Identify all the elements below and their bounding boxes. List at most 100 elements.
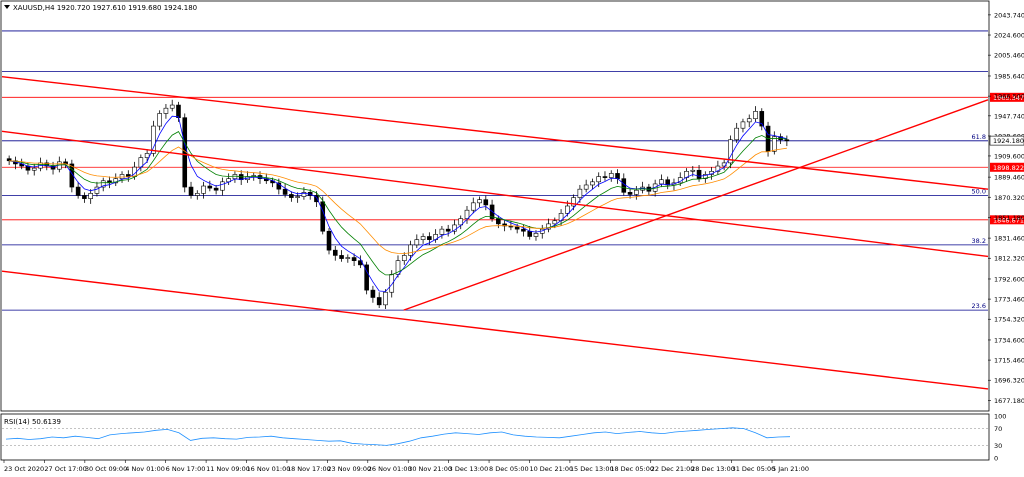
- candle-body: [69, 163, 75, 188]
- candle-body: [753, 111, 758, 120]
- candle-body: [533, 233, 539, 237]
- x-tick-label: 18 Dec 05:00: [610, 465, 654, 473]
- rsi-tick-label: 100: [994, 413, 1006, 421]
- price-level-badge: [990, 92, 1024, 102]
- candle-body: [759, 111, 765, 127]
- trend-line: [403, 99, 989, 311]
- current-price-label: 1924.180: [993, 137, 1024, 145]
- x-tick-label: 27 Oct 17:00: [44, 465, 86, 473]
- candle-body: [452, 224, 457, 232]
- y-tick-label: 1831.460: [994, 235, 1024, 243]
- candle-body: [50, 165, 56, 170]
- y-tick-label: 1966.500: [994, 93, 1024, 101]
- price-axis: 2043.740 2024.600 2005.460 1985.640 1966.500…: [988, 11, 1024, 405]
- candle-body: [151, 125, 156, 154]
- candle-body: [163, 107, 169, 114]
- candle-body: [470, 202, 476, 211]
- x-tick-label: 23 Oct 2020: [4, 465, 44, 473]
- x-tick-label: 11 Nov 09:00: [206, 465, 250, 473]
- rsi-indicator: 100 70 30 0: [2, 413, 1006, 463]
- y-tick-label: 1773.460: [994, 296, 1024, 304]
- candle-body: [464, 209, 470, 219]
- candle-body: [94, 186, 100, 194]
- candle-body: [194, 193, 200, 196]
- candle-body: [176, 104, 181, 118]
- dropdown-triangle-icon[interactable]: [4, 5, 10, 9]
- candle-body: [119, 174, 125, 179]
- rsi-label: RSI(14) 50.6139: [4, 418, 61, 426]
- y-tick-label: 1792.600: [994, 275, 1024, 283]
- price-level-badge: [990, 215, 1024, 225]
- rsi-panel-frame: [0, 413, 990, 461]
- candle-body: [31, 167, 37, 171]
- candle-body: [772, 136, 777, 152]
- fib-level-label: 61.8: [972, 133, 986, 141]
- candle-body: [113, 178, 119, 184]
- x-tick-label: 23 Nov 09:00: [327, 465, 371, 473]
- y-tick-label: 1754.320: [994, 316, 1024, 324]
- candle-body: [521, 228, 526, 232]
- candle-body: [665, 179, 670, 186]
- candle-body: [427, 236, 432, 240]
- candle-body: [596, 176, 602, 183]
- candle-body: [314, 195, 319, 203]
- y-tick-label: 1870.320: [994, 194, 1024, 202]
- x-tick-label: 8 Dec 05:00: [489, 465, 529, 473]
- candle-body: [784, 139, 790, 142]
- candle-body: [728, 139, 733, 164]
- trend-line: [1, 270, 989, 390]
- y-tick-label: 1947.740: [994, 112, 1024, 120]
- candle-body: [583, 184, 589, 190]
- candle-body: [157, 113, 162, 127]
- x-tick-label: 4 Nov 01:00: [125, 465, 165, 473]
- candle-body: [75, 186, 81, 196]
- y-tick-label: 2005.460: [994, 52, 1024, 60]
- candle-body: [458, 218, 464, 226]
- candle-body: [420, 236, 426, 240]
- x-tick-label: 3 Dec 13:00: [449, 465, 489, 473]
- candle-body: [690, 169, 696, 172]
- candle-body: [571, 197, 576, 207]
- candle-body: [201, 185, 206, 194]
- candle-body: [326, 230, 332, 251]
- candle-body: [634, 189, 639, 195]
- candle-body: [740, 121, 746, 129]
- x-tick-label: 30 Nov 21:00: [408, 465, 452, 473]
- candle-body: [483, 199, 489, 206]
- ma-fast-line: [9, 115, 787, 292]
- candle-body: [608, 173, 614, 178]
- candle-body: [696, 169, 702, 179]
- candle-body: [590, 181, 595, 186]
- candle-body: [88, 193, 93, 199]
- price-level-badge-label: 1898.822: [993, 164, 1024, 172]
- y-tick-label: 1696.320: [994, 377, 1024, 385]
- y-tick-label: 1677.180: [994, 397, 1024, 405]
- x-tick-label: 22 Dec 21:00: [651, 465, 695, 473]
- price-level-badge: [990, 162, 1024, 172]
- candle-body: [339, 255, 344, 259]
- fibonacci-levels: 61.8 50.0 38.2 23.6: [2, 30, 988, 311]
- fib-level-label: 23.6: [972, 302, 986, 310]
- candle-body: [188, 186, 194, 196]
- candle-body: [276, 182, 282, 190]
- candle-body: [213, 187, 219, 191]
- candle-body: [169, 104, 175, 109]
- candle-body: [408, 244, 413, 256]
- candle-body: [351, 257, 357, 261]
- x-tick-label: 28 Dec 13:00: [691, 465, 735, 473]
- candle-body: [715, 165, 721, 172]
- candle-body: [289, 194, 294, 198]
- candle-body: [207, 185, 213, 189]
- candle-body: [746, 118, 752, 123]
- y-tick-label: 1909.600: [994, 152, 1024, 160]
- trend-line: [1, 75, 989, 190]
- moving-averages: [9, 115, 787, 292]
- rsi-tick-label: 0: [994, 455, 998, 463]
- candle-body: [144, 153, 150, 158]
- y-tick-label: 1715.460: [994, 357, 1024, 365]
- y-tick-label: 1812.320: [994, 255, 1024, 263]
- trend-channel: [1, 75, 989, 390]
- x-tick-label: 30 Oct 09:00: [85, 465, 127, 473]
